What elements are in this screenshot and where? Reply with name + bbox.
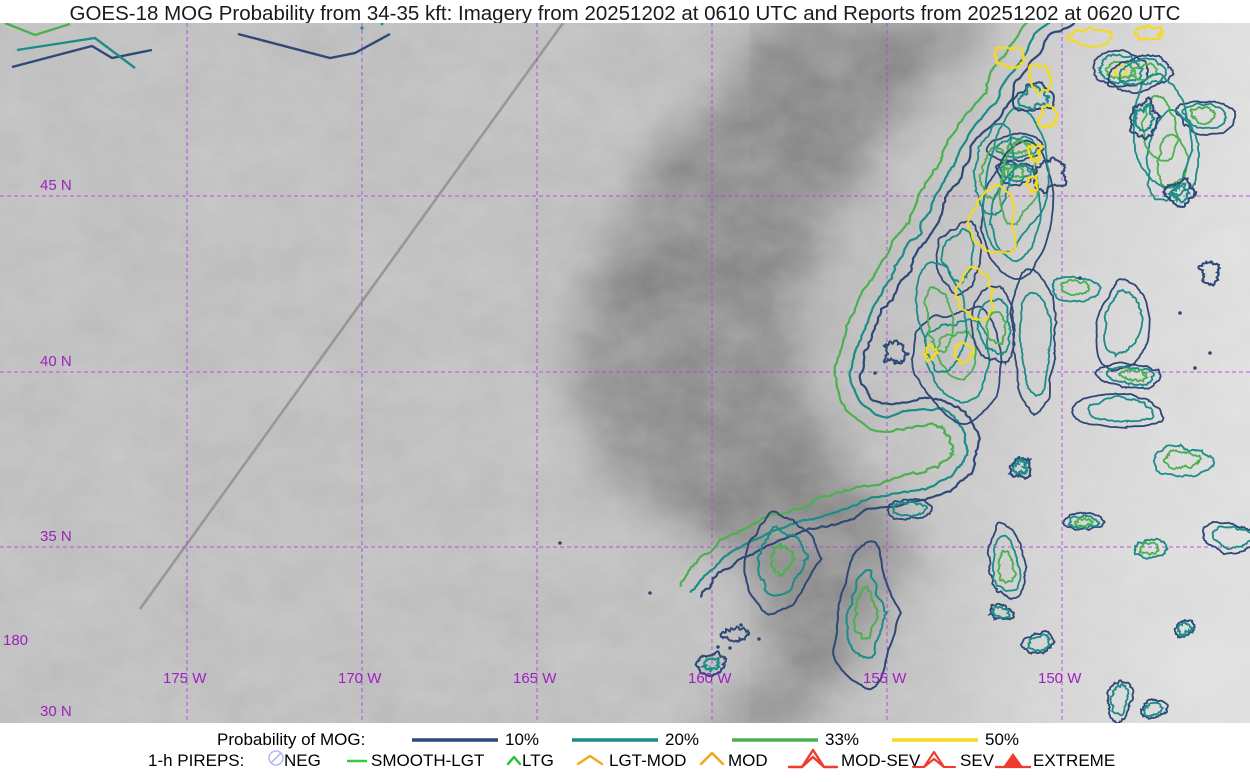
svg-text:50%: 50% [985, 730, 1019, 749]
svg-text:45 N: 45 N [40, 177, 72, 194]
svg-text:33%: 33% [825, 730, 859, 749]
svg-text:30 N: 30 N [40, 703, 72, 720]
svg-text:150 W: 150 W [1038, 670, 1082, 687]
svg-text:155 W: 155 W [863, 670, 907, 687]
svg-text:165 W: 165 W [513, 670, 557, 687]
svg-text:MOD-SEV: MOD-SEV [841, 751, 921, 770]
svg-text:LGT-MOD: LGT-MOD [609, 751, 686, 770]
svg-text:175 W: 175 W [163, 670, 207, 687]
svg-text:20%: 20% [665, 730, 699, 749]
svg-text:EXTREME: EXTREME [1033, 751, 1115, 770]
svg-text:1-h PIREPS:: 1-h PIREPS: [148, 751, 244, 770]
svg-text:MOD: MOD [728, 751, 768, 770]
svg-text:SEV: SEV [960, 751, 995, 770]
svg-text:40 N: 40 N [40, 353, 72, 370]
svg-text:35 N: 35 N [40, 528, 72, 545]
svg-text:LTG: LTG [522, 751, 554, 770]
svg-text:NEG: NEG [284, 751, 321, 770]
svg-text:Probability of MOG:: Probability of MOG: [217, 730, 365, 749]
svg-text:180: 180 [3, 632, 28, 649]
svg-text:170 W: 170 W [338, 670, 382, 687]
svg-text:10%: 10% [505, 730, 539, 749]
svg-text:SMOOTH-LGT: SMOOTH-LGT [371, 751, 484, 770]
svg-text:160 W: 160 W [688, 670, 732, 687]
